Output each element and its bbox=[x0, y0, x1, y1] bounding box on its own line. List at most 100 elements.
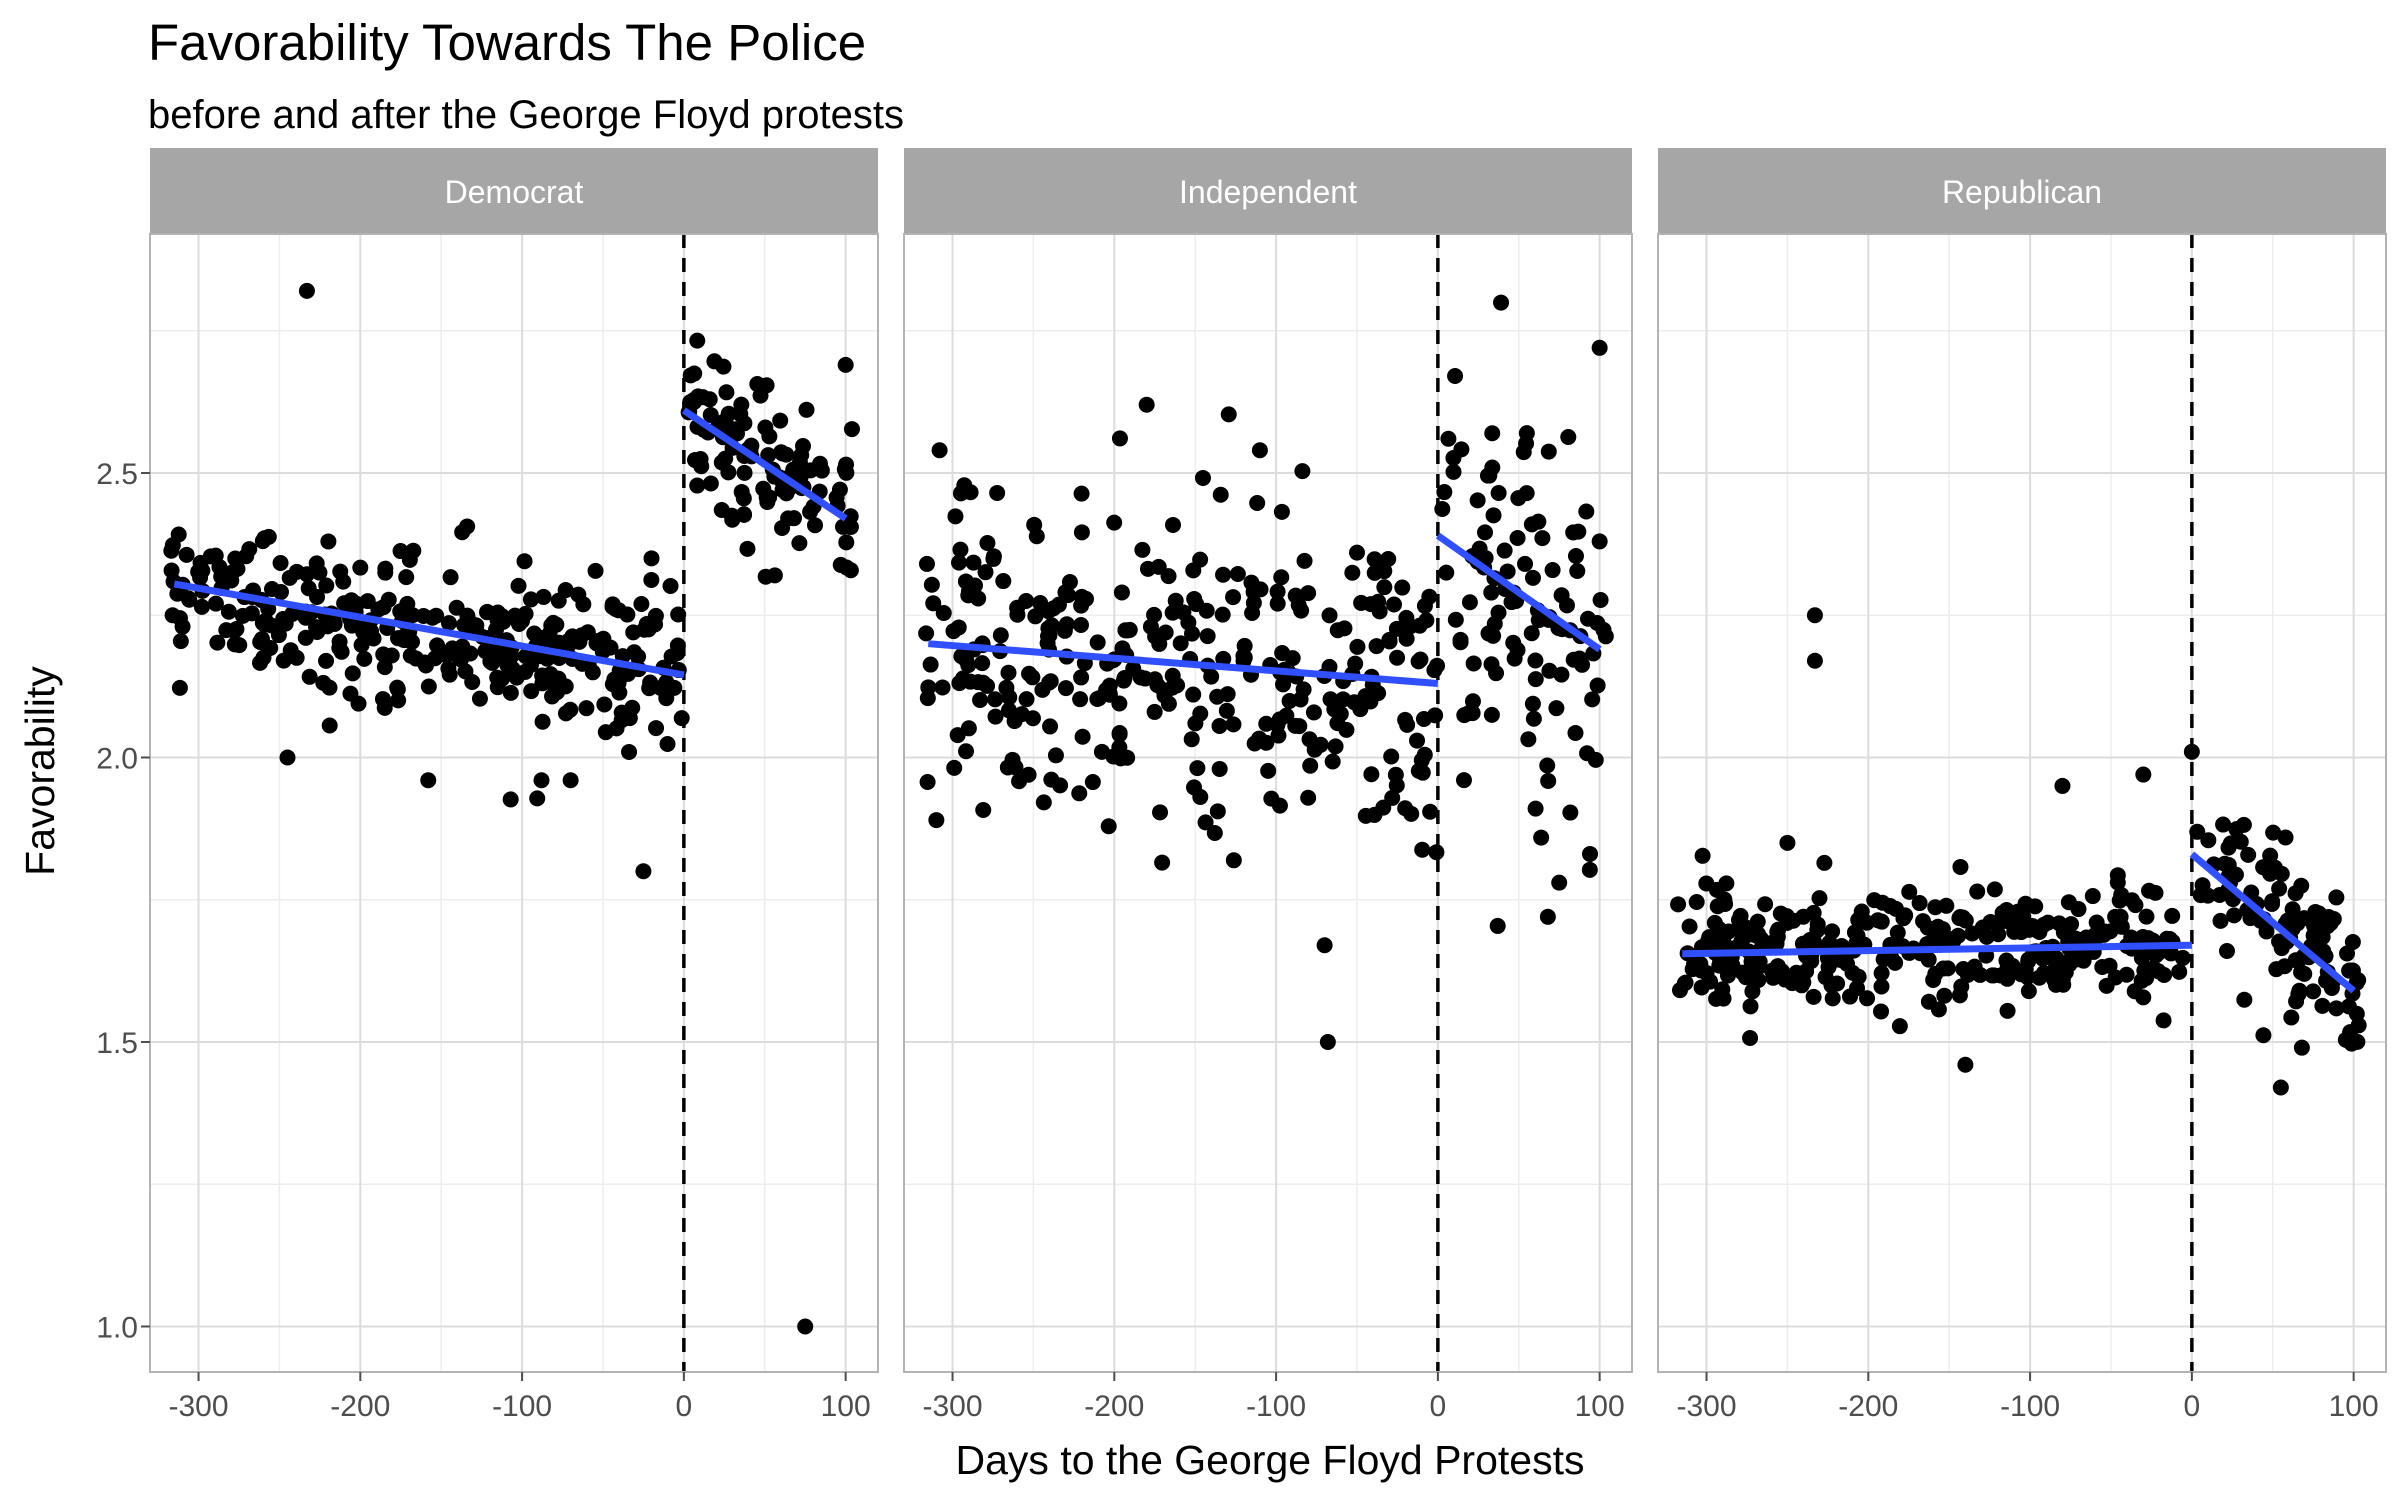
data-point bbox=[1009, 599, 1026, 616]
data-point bbox=[1187, 715, 1204, 732]
data-point bbox=[802, 503, 819, 520]
data-point bbox=[1169, 677, 1186, 694]
data-point bbox=[989, 484, 1006, 501]
data-point bbox=[548, 684, 565, 701]
data-point bbox=[1456, 707, 1473, 724]
data-point bbox=[1111, 695, 1128, 712]
data-point bbox=[1716, 891, 1733, 908]
outlier-point bbox=[2135, 766, 2152, 783]
data-point bbox=[1198, 602, 1215, 619]
data-point bbox=[1849, 980, 1866, 997]
data-point bbox=[1389, 649, 1406, 666]
data-point bbox=[1398, 630, 1415, 647]
data-point bbox=[226, 636, 243, 653]
data-point bbox=[513, 612, 530, 629]
data-point bbox=[171, 679, 188, 696]
data-point bbox=[1688, 893, 1705, 910]
data-point bbox=[272, 555, 289, 572]
data-point bbox=[596, 696, 613, 713]
data-point bbox=[1869, 912, 1886, 929]
data-point bbox=[1469, 492, 1486, 509]
data-point bbox=[1111, 430, 1128, 447]
panel-border bbox=[149, 233, 879, 1373]
data-point bbox=[1955, 960, 1972, 977]
data-point bbox=[1112, 750, 1129, 767]
data-point bbox=[207, 595, 224, 612]
data-point bbox=[380, 591, 397, 608]
outlier-point bbox=[1316, 937, 1333, 954]
data-point bbox=[918, 625, 935, 642]
x-axis-title: Days to the George Floyd Protests bbox=[956, 1437, 1585, 1483]
data-point bbox=[1185, 686, 1202, 703]
data-point bbox=[2020, 983, 2037, 1000]
data-point bbox=[377, 564, 394, 581]
data-point bbox=[807, 517, 824, 534]
data-point bbox=[202, 548, 219, 565]
data-point bbox=[529, 790, 546, 807]
data-point bbox=[1809, 916, 1826, 933]
data-point bbox=[164, 607, 181, 624]
data-point bbox=[308, 619, 325, 636]
data-point bbox=[2314, 929, 2331, 946]
data-point bbox=[1041, 674, 1058, 691]
data-point bbox=[920, 679, 937, 696]
data-point bbox=[270, 627, 287, 644]
data-point bbox=[952, 541, 969, 558]
data-point bbox=[1225, 852, 1242, 869]
data-point bbox=[1744, 983, 1761, 1000]
data-point bbox=[979, 534, 996, 551]
x-tick-label: -300 bbox=[1677, 1390, 1737, 1423]
data-point bbox=[1936, 987, 1953, 1004]
data-point bbox=[1897, 907, 1914, 924]
data-point bbox=[1464, 693, 1481, 710]
data-point bbox=[1693, 979, 1710, 996]
data-point bbox=[1416, 597, 1433, 614]
data-point bbox=[1291, 718, 1308, 735]
data-point bbox=[1409, 732, 1426, 749]
data-point bbox=[1362, 693, 1379, 710]
facet-strip-label: Republican bbox=[1942, 174, 2102, 210]
data-point bbox=[402, 647, 419, 664]
data-point bbox=[686, 365, 703, 382]
data-point bbox=[1212, 486, 1229, 503]
data-point bbox=[309, 563, 326, 580]
data-point bbox=[178, 546, 195, 563]
data-point bbox=[510, 577, 527, 594]
data-point bbox=[516, 553, 533, 570]
data-point bbox=[925, 595, 942, 612]
data-point bbox=[1013, 706, 1030, 723]
data-point bbox=[1056, 622, 1073, 639]
data-point bbox=[1220, 406, 1237, 423]
data-point bbox=[1197, 814, 1214, 831]
data-point bbox=[1544, 562, 1561, 579]
data-point bbox=[2343, 962, 2360, 979]
data-point bbox=[1215, 566, 1232, 583]
data-point bbox=[1344, 564, 1361, 581]
data-point bbox=[1461, 594, 1478, 611]
data-point bbox=[1229, 566, 1246, 583]
data-point bbox=[2111, 892, 2128, 909]
data-point bbox=[958, 743, 975, 760]
data-point bbox=[1000, 664, 1017, 681]
x-tick-label: 0 bbox=[1430, 1390, 1447, 1423]
data-point bbox=[1089, 634, 1106, 651]
data-point bbox=[1993, 913, 2010, 930]
data-point bbox=[522, 591, 539, 608]
data-point bbox=[2290, 986, 2307, 1003]
data-point bbox=[1746, 960, 1763, 977]
data-point bbox=[1499, 563, 1516, 580]
data-point bbox=[724, 511, 741, 528]
data-point bbox=[254, 533, 271, 550]
data-point bbox=[960, 583, 977, 600]
data-point bbox=[950, 554, 967, 571]
x-tick-label: 0 bbox=[676, 1390, 693, 1423]
data-point bbox=[1527, 652, 1544, 669]
data-point bbox=[2216, 855, 2233, 872]
data-point bbox=[998, 679, 1015, 696]
outlier-point bbox=[420, 772, 437, 789]
data-point bbox=[621, 710, 638, 727]
data-point bbox=[2133, 949, 2150, 966]
y-tick-label: 1.5 bbox=[96, 1027, 138, 1060]
data-point bbox=[1100, 818, 1117, 835]
data-point bbox=[570, 586, 587, 603]
